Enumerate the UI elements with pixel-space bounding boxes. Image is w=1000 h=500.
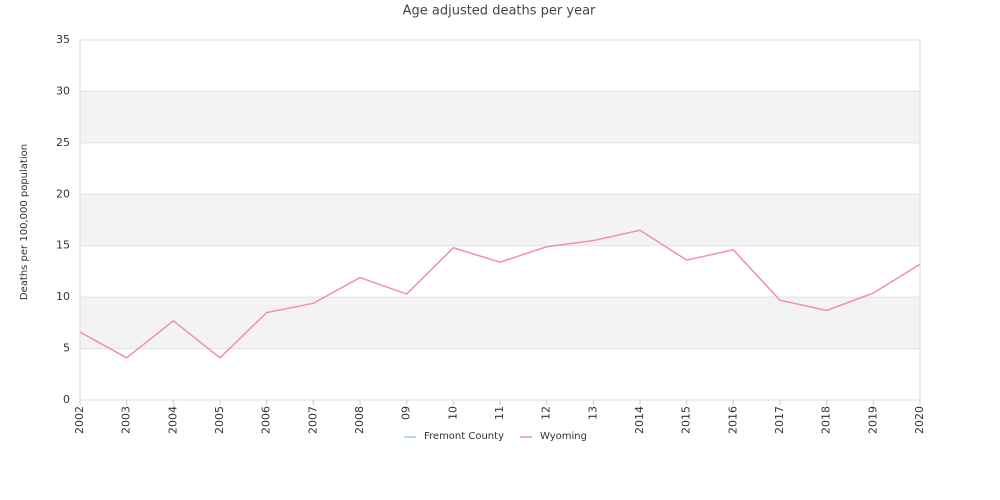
x-tick-label: 2004	[166, 406, 179, 434]
x-tick-label: 2014	[633, 406, 646, 434]
x-tick-label: 2005	[213, 406, 226, 434]
series-line	[79, 229, 921, 359]
x-tick-label: 2006	[260, 406, 273, 434]
x-tick-label: 11	[493, 406, 506, 420]
y-tick-label: 20	[56, 187, 70, 200]
y-tick-label: 5	[63, 342, 70, 355]
x-tick-label: 09	[400, 406, 413, 420]
y-axis-label: Deaths per 100,000 population	[19, 144, 30, 300]
x-tick-label: 2020	[913, 406, 926, 434]
x-tick-label: 2007	[306, 406, 319, 434]
x-tick-label: 2019	[866, 406, 879, 434]
x-tick-label: 2008	[353, 406, 366, 434]
x-tick-label: 10	[446, 406, 459, 420]
x-tick-label: 13	[586, 406, 599, 420]
y-tick-label: 30	[56, 84, 70, 97]
y-tick-label: 10	[56, 290, 70, 303]
y-tick-label: 15	[56, 239, 70, 252]
chart-title: Age adjusted deaths per year	[403, 4, 596, 19]
x-tick-label: 2002	[73, 406, 86, 434]
y-tick-label: 25	[56, 136, 70, 149]
legend-label: Fremont County	[424, 431, 504, 442]
x-tick-label: 2003	[120, 406, 133, 434]
y-tick-label: 35	[56, 33, 70, 46]
grid-band	[80, 91, 920, 143]
x-tick-label: 2015	[680, 406, 693, 434]
x-tick-label: 2016	[726, 406, 739, 434]
grid-band	[80, 297, 920, 349]
x-tick-label: 2017	[773, 406, 786, 434]
legend-label: Wyoming	[540, 431, 587, 442]
x-tick-label: 12	[540, 406, 553, 420]
y-tick-label: 0	[63, 393, 70, 406]
grid-band	[80, 194, 920, 246]
x-tick-label: 2018	[820, 406, 833, 434]
